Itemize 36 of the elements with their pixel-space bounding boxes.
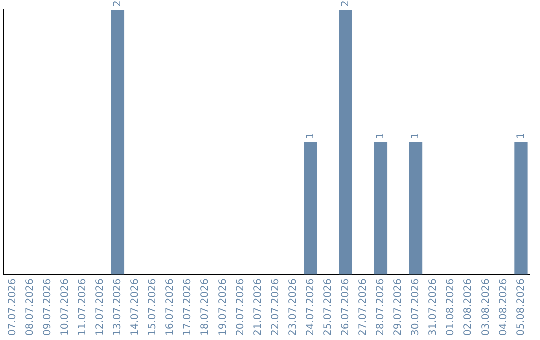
x-tick-label: 30.07.2026 xyxy=(410,278,422,336)
x-tick-label: 31.07.2026 xyxy=(428,278,440,336)
x-tick-label: 12.07.2026 xyxy=(95,278,106,336)
data-label: 1 xyxy=(410,132,422,140)
x-tick-label: 09.07.2026 xyxy=(42,278,54,336)
x-tick-label: 21.07.2026 xyxy=(252,278,264,336)
x-tick-label: 28.07.2026 xyxy=(376,278,387,336)
x-tick-label: 02.08.2026 xyxy=(463,278,474,336)
x-tick-label: 18.07.2026 xyxy=(200,278,212,336)
x-tick-label: 11.07.2026 xyxy=(77,278,88,336)
x-tick-label: 10.07.2026 xyxy=(60,278,71,336)
x-tick-label: 03.08.2026 xyxy=(480,278,492,336)
x-tick-label: 14.07.2026 xyxy=(130,278,142,336)
x-tick-label: 16.07.2026 xyxy=(165,278,176,336)
x-tick-label: 15.07.2026 xyxy=(148,278,159,336)
x-tick-label: 13.07.2026 xyxy=(112,278,124,336)
x-tick-label: 07.07.2026 xyxy=(7,278,18,336)
x-tick-label: 08.07.2026 xyxy=(24,278,36,336)
x-tick-label: 19.07.2026 xyxy=(218,278,229,336)
x-tick-label: 25.07.2026 xyxy=(322,278,334,336)
x-tick-label: 17.07.2026 xyxy=(182,278,194,336)
x-tick-label: 26.07.2026 xyxy=(340,278,352,336)
x-tick-label: 05.08.2026 xyxy=(516,278,527,336)
x-tick-label: 01.08.2026 xyxy=(446,278,457,336)
data-label: 1 xyxy=(516,132,527,140)
x-tick-label: 24.07.2026 xyxy=(305,278,316,336)
x-tick-label: 04.08.2026 xyxy=(498,278,510,336)
x-tick-label: 27.07.2026 xyxy=(358,278,370,336)
x-tick-label: 23.07.2026 xyxy=(288,278,299,336)
data-label: 1 xyxy=(305,132,316,140)
data-label: 1 xyxy=(376,132,387,140)
x-tick-label: 20.07.2026 xyxy=(235,278,246,336)
x-tick-label: 29.07.2026 xyxy=(393,278,404,336)
data-label: 2 xyxy=(112,0,124,7)
x-tick-label: 22.07.2026 xyxy=(270,278,282,336)
data-label: 2 xyxy=(340,0,352,7)
